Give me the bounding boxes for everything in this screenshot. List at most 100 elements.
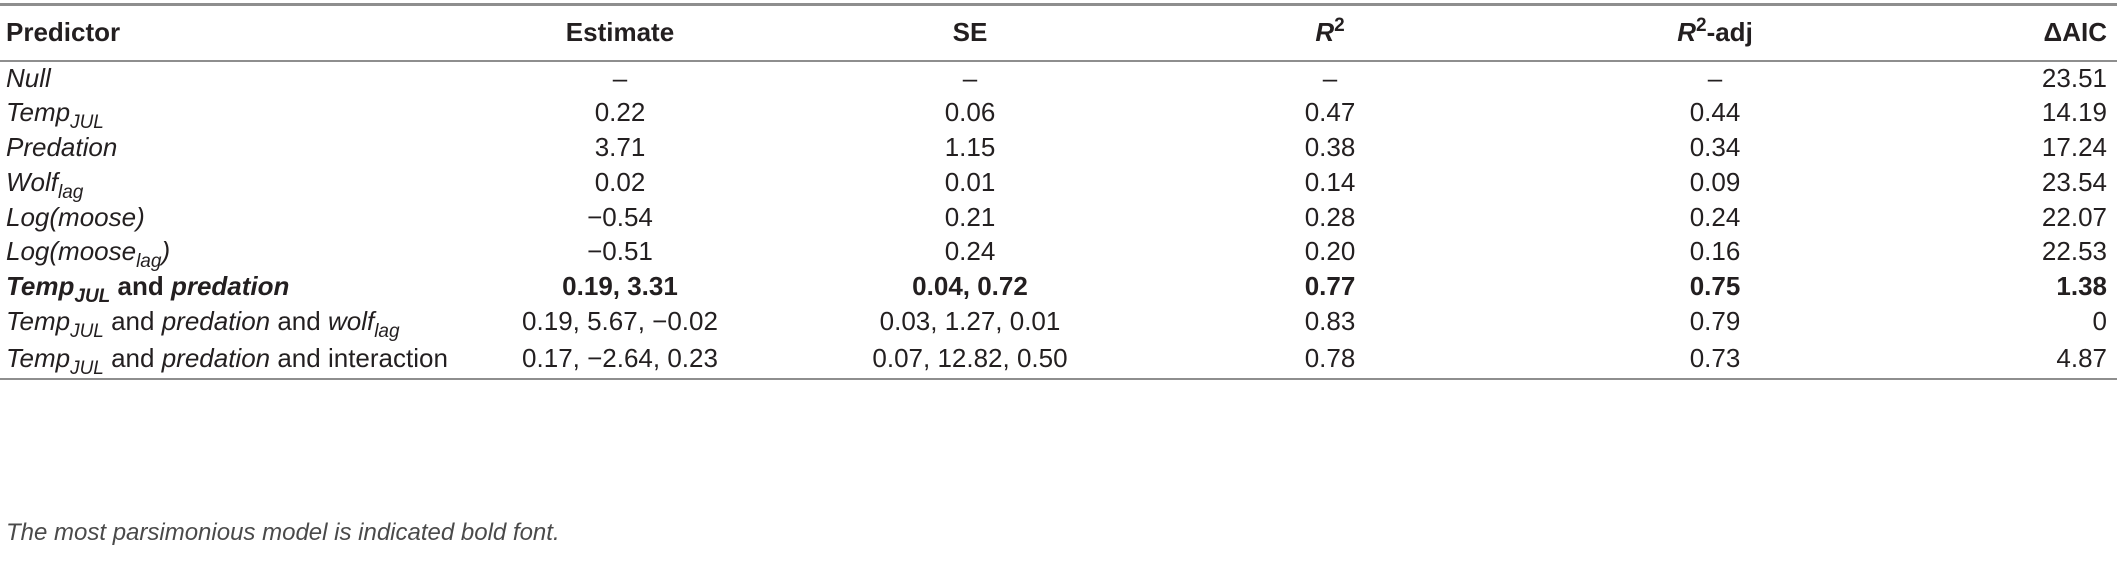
predictor-subscript: JUL (74, 286, 111, 308)
se-cell: 0.07, 12.82, 0.50 (872, 342, 1068, 373)
r2adj-cell: – (1707, 62, 1723, 93)
header-daic: ΔAIC (2043, 17, 2107, 48)
r2-cell: 0.14 (1304, 166, 1356, 197)
r2-cell: 0.77 (1304, 271, 1356, 302)
r2adj-cell: 0.16 (1689, 236, 1741, 267)
predictor-cell: TempJUL and predation (0, 269, 440, 308)
daic-cell: 1.38 (2056, 271, 2107, 302)
predictor-subscript: JUL (70, 112, 104, 134)
se-cell: 1.15 (944, 131, 996, 162)
estimate-cell: 0.22 (594, 97, 646, 128)
predictor-connector: and (110, 271, 171, 302)
predictor-term: predation (170, 271, 290, 302)
predictor-cell: Log(mooselag) (0, 234, 440, 273)
predictor-connector: and (103, 305, 162, 336)
estimate-cell: 0.19, 5.67, −0.02 (522, 305, 718, 336)
daic-cell: 17.24 (2041, 131, 2107, 162)
table-footnote: The most parsimonious model is indicated… (6, 519, 560, 546)
header-r2: R2 (1140, 5, 1520, 61)
daic-cell: 23.54 (2041, 166, 2107, 197)
header-estimate: Estimate (565, 17, 675, 48)
predictor-term: predation (161, 342, 271, 373)
predictor-cell: TempJUL (0, 95, 440, 134)
table-row: TempJUL 0.22 0.06 0.47 0.44 14.19 (0, 95, 2117, 134)
predictor-term: Log(moose (6, 236, 137, 267)
daic-cell: 4.87 (2056, 342, 2107, 373)
model-comparison-table: Predictor Estimate SE R2 R2-adj ΔAIC Nul… (0, 3, 2117, 380)
predictor-term: Null (6, 62, 51, 93)
header-row: Predictor Estimate SE R2 R2-adj ΔAIC (0, 4, 2117, 61)
predictor-cell: TempJUL and predation and wolflag (0, 304, 440, 342)
table-body: Null – – – –23.51 TempJUL 0.22 0.06 0.47 0.44 14.1… (0, 61, 2117, 379)
r2-cell: 0.28 (1304, 201, 1356, 232)
r2adj-cell: 0.73 (1689, 342, 1741, 373)
estimate-cell: 0.19, 3.31 (562, 271, 678, 302)
predictor-subscript: JUL (70, 357, 104, 379)
estimate-cell: – (612, 62, 628, 93)
r2-cell: 0.78 (1304, 342, 1356, 373)
daic-cell: 22.53 (2041, 236, 2107, 267)
header-r2adj-suffix: -adj (1706, 17, 1753, 48)
table-row: Predation 3.71 1.15 0.38 0.34 17.24 (0, 130, 2117, 165)
r2-cell: 0.47 (1304, 97, 1356, 128)
r2adj-cell: 0.34 (1689, 131, 1741, 162)
r2-cell: – (1322, 62, 1338, 93)
daic-cell: 14.19 (2041, 97, 2107, 128)
header-r2adj-base: R (1677, 17, 1696, 48)
se-cell: 0.21 (944, 201, 996, 232)
predictor-term: Log(moose) (6, 201, 145, 232)
se-cell: – (962, 62, 978, 93)
predictor-term: wolf (327, 305, 375, 336)
estimate-cell: 0.02 (594, 166, 646, 197)
se-cell: 0.06 (944, 97, 996, 128)
r2adj-cell: 0.09 (1689, 166, 1741, 197)
header-predictor: Predictor (6, 17, 121, 48)
predictor-cell: Wolflag (0, 165, 440, 203)
predictor-connector: and (270, 305, 328, 336)
se-cell: 0.24 (944, 236, 996, 267)
predictor-term: Temp (6, 271, 75, 302)
predictor-connector: and interaction (270, 342, 448, 373)
r2-cell: 0.83 (1304, 305, 1356, 336)
predictor-cell: TempJUL and predation and interaction (0, 339, 448, 379)
predictor-connector: and (103, 342, 162, 373)
table-row: Log(moose) −0.54 0.21 0.28 0.24 22.07 (0, 200, 2117, 235)
table-row: TempJUL and predation 0.19, 3.31 0.04, 0.7… (0, 269, 2117, 308)
header-r2-sup: 2 (1334, 15, 1345, 37)
r2adj-cell: 0.75 (1689, 271, 1741, 302)
daic-cell: 23.51 (2041, 62, 2107, 93)
predictor-term: Wolf (6, 166, 58, 197)
estimate-cell: 3.71 (594, 131, 646, 162)
r2-cell: 0.20 (1304, 236, 1356, 267)
r2adj-cell: 0.79 (1689, 305, 1741, 336)
se-cell: 0.04, 0.72 (912, 271, 1028, 302)
table-row: TempJUL and predation and interaction 0.1… (0, 339, 2117, 379)
estimate-cell: 0.17, −2.64, 0.23 (522, 342, 718, 373)
predictor-subscript: lag (136, 251, 162, 273)
predictor-cell: Log(moose) (0, 200, 440, 235)
header-r2-base: R (1315, 17, 1335, 48)
predictor-term: Temp (6, 305, 71, 336)
daic-cell: 0 (2092, 305, 2107, 336)
predictor-cell: Null (0, 61, 440, 96)
table-row: TempJUL and predation and wolflag 0.19, 5… (0, 304, 2117, 342)
table-row: Null – – – – 23.51 (0, 61, 2117, 96)
table-row: Wolflag 0.02 0.01 0.14 0.09 23.54 (0, 165, 2117, 203)
table-row: Log(mooselag) −0.51 0.24 0.20 0.16 22.53 (0, 234, 2117, 273)
predictor-term: Temp (6, 342, 71, 373)
r2adj-cell: 0.24 (1689, 201, 1741, 232)
predictor-term: ) (161, 236, 171, 267)
r2adj-cell: 0.44 (1689, 97, 1741, 128)
se-cell: 0.01 (944, 166, 996, 197)
predictor-subscript: lag (374, 320, 400, 342)
daic-cell: 22.07 (2041, 201, 2107, 232)
predictor-term: Predation (6, 131, 118, 162)
predictor-term: Temp (6, 97, 71, 128)
header-r2adj: R2-adj (1520, 5, 1910, 61)
estimate-cell: −0.54 (587, 201, 653, 232)
se-cell: 0.03, 1.27, 0.01 (879, 305, 1061, 336)
predictor-subscript: lag (58, 181, 84, 203)
header-r2adj-sup: 2 (1695, 15, 1707, 37)
r2-cell: 0.38 (1304, 131, 1356, 162)
